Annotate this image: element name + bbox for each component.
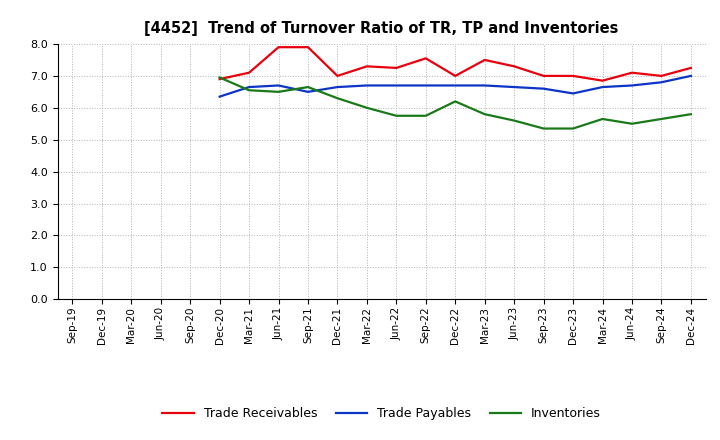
Trade Receivables	[657, 73, 666, 78]
Inventories	[215, 75, 224, 80]
Inventories	[687, 111, 696, 117]
Trade Payables	[274, 83, 283, 88]
Trade Payables	[539, 86, 548, 92]
Inventories	[392, 113, 400, 118]
Trade Payables	[569, 91, 577, 96]
Trade Payables	[215, 94, 224, 99]
Line: Inventories: Inventories	[220, 77, 691, 128]
Trade Receivables	[480, 57, 489, 62]
Trade Receivables	[687, 65, 696, 70]
Trade Receivables	[363, 64, 372, 69]
Trade Receivables	[245, 70, 253, 75]
Trade Receivables	[304, 44, 312, 50]
Trade Receivables	[274, 44, 283, 50]
Trade Receivables	[333, 73, 342, 78]
Inventories	[451, 99, 459, 104]
Trade Payables	[363, 83, 372, 88]
Legend: Trade Receivables, Trade Payables, Inventories: Trade Receivables, Trade Payables, Inven…	[157, 403, 606, 425]
Inventories	[333, 95, 342, 101]
Trade Payables	[333, 84, 342, 90]
Trade Payables	[245, 84, 253, 90]
Trade Receivables	[392, 65, 400, 70]
Inventories	[304, 84, 312, 90]
Trade Payables	[598, 84, 607, 90]
Trade Payables	[687, 73, 696, 78]
Inventories	[510, 118, 518, 123]
Trade Receivables	[628, 70, 636, 75]
Inventories	[539, 126, 548, 131]
Inventories	[480, 111, 489, 117]
Trade Receivables	[539, 73, 548, 78]
Line: Trade Receivables: Trade Receivables	[220, 47, 691, 81]
Inventories	[274, 89, 283, 95]
Trade Payables	[392, 83, 400, 88]
Trade Payables	[451, 83, 459, 88]
Inventories	[598, 116, 607, 121]
Trade Receivables	[215, 77, 224, 82]
Trade Payables	[510, 84, 518, 90]
Trade Payables	[421, 83, 430, 88]
Trade Receivables	[421, 56, 430, 61]
Inventories	[363, 105, 372, 110]
Trade Payables	[628, 83, 636, 88]
Trade Receivables	[451, 73, 459, 78]
Trade Receivables	[598, 78, 607, 83]
Line: Trade Payables: Trade Payables	[220, 76, 691, 97]
Trade Receivables	[569, 73, 577, 78]
Inventories	[569, 126, 577, 131]
Inventories	[657, 116, 666, 121]
Trade Receivables	[510, 64, 518, 69]
Trade Payables	[480, 83, 489, 88]
Trade Payables	[304, 89, 312, 95]
Inventories	[245, 88, 253, 93]
Title: [4452]  Trend of Turnover Ratio of TR, TP and Inventories: [4452] Trend of Turnover Ratio of TR, TP…	[145, 21, 618, 36]
Inventories	[421, 113, 430, 118]
Trade Payables	[657, 80, 666, 85]
Inventories	[628, 121, 636, 126]
